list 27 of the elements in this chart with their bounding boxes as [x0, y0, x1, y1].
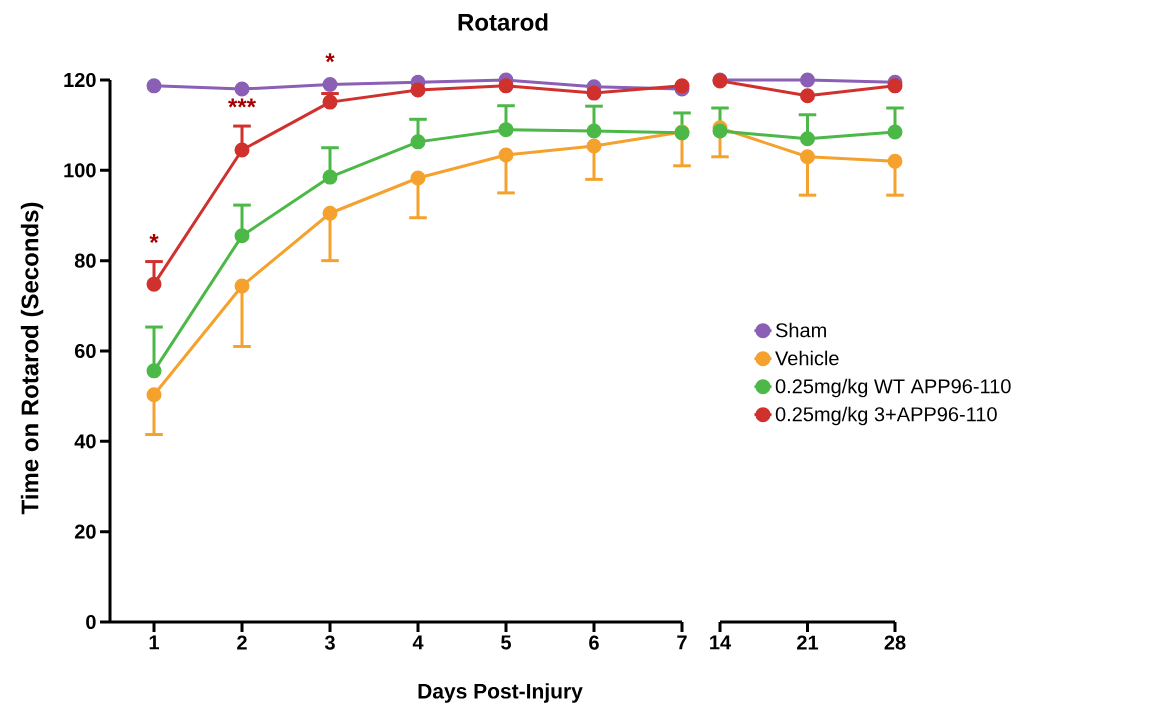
- legend-label: Sham: [775, 322, 826, 338]
- legend-label: 0.25mg/kg WT APP96-110: [775, 378, 1011, 398]
- legend-label: 0.25mg/kg 3+APP96-110: [775, 406, 997, 426]
- x-tick-label: 7: [677, 635, 687, 650]
- y-axis-title: Time on Rotarod (Seconds): [20, 202, 44, 515]
- x-tick-label: 6: [589, 635, 599, 650]
- x-axis-title: Days Post-Injury: [418, 683, 583, 703]
- y-tick-label: 80: [74, 253, 96, 268]
- x-tick-label: 14: [710, 635, 732, 650]
- annotation: ***: [228, 98, 256, 108]
- y-tick-label: 0: [86, 614, 96, 630]
- y-tick-label: 100: [64, 163, 96, 178]
- y-tick-label: 20: [74, 524, 96, 539]
- y-tick-label: 120: [64, 72, 96, 88]
- y-tick-label: 60: [74, 343, 96, 359]
- x-tick-label: 5: [501, 635, 512, 650]
- annotation: *: [149, 233, 159, 243]
- chart-title: Rotarod: [458, 13, 548, 31]
- x-tick-label: 28: [884, 635, 906, 650]
- x-tick-label: 21: [797, 635, 819, 650]
- y-tick-label: 40: [74, 434, 96, 449]
- x-tick-label: 1: [149, 635, 160, 650]
- legend-label: Vehicle: [775, 350, 839, 366]
- x-tick-label: 2: [237, 635, 247, 650]
- annotation: *: [325, 53, 335, 63]
- x-tick-label: 3: [324, 635, 335, 650]
- x-tick-label: 4: [412, 635, 424, 650]
